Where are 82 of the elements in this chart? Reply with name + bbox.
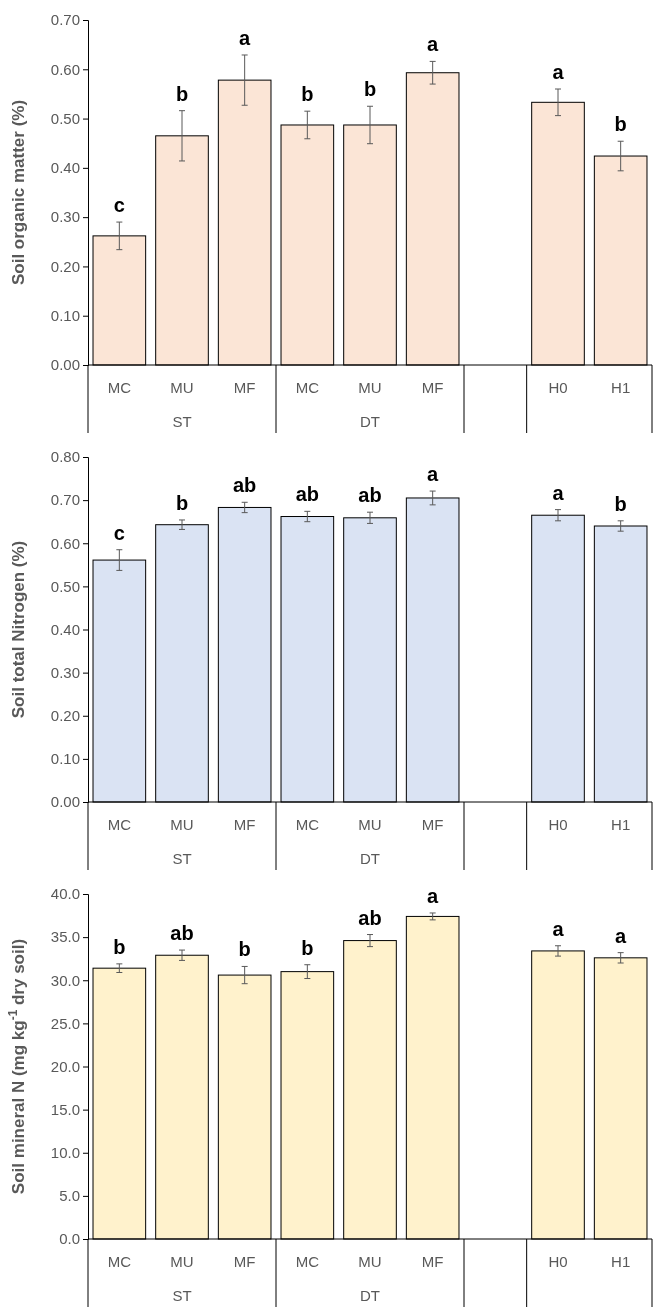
data-label: c: [113, 194, 125, 217]
x-tick-label: MC: [295, 1253, 320, 1270]
data-label: a: [427, 33, 440, 56]
y-tick-label: 0.00: [50, 356, 80, 374]
x-tick-label: MU: [358, 379, 382, 396]
text: DT: [360, 413, 380, 430]
data-label: b: [175, 491, 189, 514]
y-tick-label: 0.30: [50, 208, 80, 226]
text: ST: [172, 850, 192, 867]
data-label: a: [552, 917, 565, 940]
data-label: a: [239, 26, 252, 49]
y-tick-label: 30.0: [50, 971, 80, 989]
data-label: ab: [232, 474, 257, 497]
y-tick-label: 40.0: [50, 885, 80, 903]
x-tick-label: MF: [421, 379, 444, 396]
x-tick-label: MU: [358, 816, 382, 833]
x-tick-label: MF: [421, 816, 444, 833]
x-tick-label: MU: [170, 816, 194, 833]
x-tick-label: MC: [107, 379, 132, 396]
y-tick-label: 0.70: [50, 491, 80, 509]
x-tick-label: MC: [295, 379, 320, 396]
y-tick-label: 25.0: [50, 1014, 80, 1032]
data-label: a: [552, 481, 565, 504]
x-tick-label: H1: [611, 1253, 631, 1270]
x-tick-label: H0: [548, 1253, 568, 1270]
data-label: c: [113, 521, 125, 544]
x-tick-label: H1: [611, 816, 631, 833]
y-tick-label: 0.80: [50, 448, 80, 466]
y-tick-label: 5.0: [59, 1187, 80, 1205]
text: DT: [360, 850, 380, 867]
data-label: a: [427, 884, 440, 907]
y-tick-label: 0.60: [50, 60, 80, 78]
y-tick-label: 0.40: [50, 159, 80, 177]
x-tick-label: MF: [233, 1253, 256, 1270]
x-tick-label: H0: [548, 816, 568, 833]
y-tick-label: 0.50: [50, 109, 80, 127]
y-tick-label: 0.00: [50, 793, 80, 811]
x-tick-label: MF: [421, 1253, 444, 1270]
y-axis-title: Soil total Nitrogen (%): [9, 540, 28, 719]
y-tick-label: 20.0: [50, 1057, 80, 1075]
x-tick-label: MF: [233, 379, 256, 396]
y-tick-label: 0.40: [50, 620, 80, 638]
y-tick-label: 0.70: [50, 11, 80, 29]
y-tick-label: 0.0: [59, 1230, 80, 1248]
y-tick-label: 0.10: [50, 307, 80, 325]
data-label: b: [363, 78, 377, 101]
y-tick-label: 0.10: [50, 750, 80, 768]
y-tick-label: 0.50: [50, 577, 80, 595]
y-tick-label: 0.60: [50, 534, 80, 552]
text: DT: [360, 1287, 380, 1304]
x-tick-label: H0: [548, 379, 568, 396]
y-tick-label: 35.0: [50, 928, 80, 946]
x-tick-label: MU: [170, 379, 194, 396]
text: ST: [172, 413, 192, 430]
data-label: b: [175, 82, 189, 105]
data-label: b: [301, 83, 314, 106]
text: ST: [172, 1287, 192, 1304]
y-axis-title: Soil organic matter (%): [9, 99, 28, 286]
data-label: b: [238, 938, 251, 961]
data-label: b: [301, 936, 314, 959]
y-tick-label: 10.0: [50, 1144, 80, 1162]
data-label: ab: [358, 484, 382, 507]
data-label: a: [552, 61, 565, 83]
data-label: b: [614, 113, 627, 136]
data-label: b: [113, 935, 126, 958]
data-label: a: [615, 924, 628, 947]
y-tick-label: 0.20: [50, 257, 80, 275]
x-tick-label: MC: [107, 1253, 132, 1270]
data-label: ab: [358, 906, 382, 929]
x-tick-label: MU: [358, 1253, 382, 1270]
data-label: b: [614, 492, 627, 515]
x-tick-label: MF: [233, 816, 256, 833]
x-tick-label: MU: [170, 1253, 194, 1270]
x-tick-label: MC: [295, 816, 320, 833]
y-tick-label: 0.30: [50, 663, 80, 681]
data-label: ab: [170, 922, 194, 945]
x-tick-label: MC: [107, 816, 132, 833]
y-tick-label: 0.20: [50, 707, 80, 725]
data-label: ab: [295, 483, 320, 506]
x-tick-label: H1: [611, 379, 631, 396]
data-label: a: [427, 463, 440, 486]
y-tick-label: 15.0: [50, 1100, 80, 1118]
